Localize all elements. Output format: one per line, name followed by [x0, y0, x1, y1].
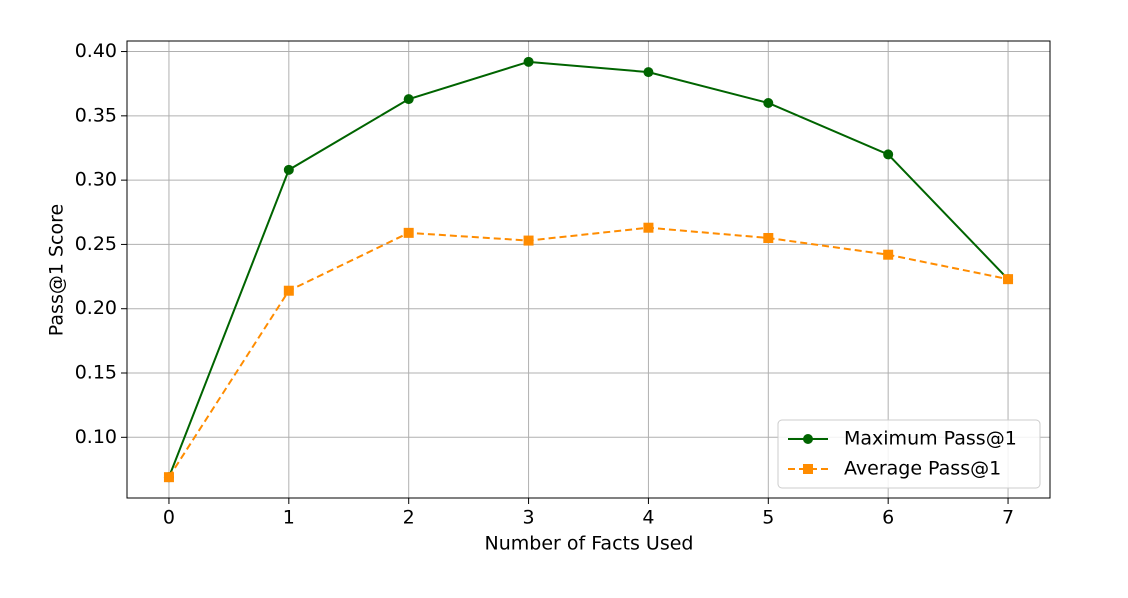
x-tick-label: 3 [523, 507, 535, 529]
x-tick-label: 7 [1002, 507, 1014, 529]
x-tick-label: 4 [642, 507, 654, 529]
marker [643, 222, 654, 233]
y-tick-label: 0.30 [75, 169, 117, 191]
marker [883, 249, 894, 260]
y-tick-label: 0.40 [75, 40, 117, 62]
x-tick-label: 1 [283, 507, 295, 529]
y-tick-label: 0.35 [75, 104, 117, 126]
marker [523, 235, 534, 246]
legend-marker [803, 464, 813, 474]
legend-box [777, 419, 1041, 489]
x-tick-label: 2 [403, 507, 415, 529]
y-tick-label: 0.20 [75, 297, 117, 319]
marker [163, 472, 174, 483]
marker [1003, 274, 1014, 285]
legend-label: Average Pass@1 [844, 458, 1001, 480]
legend-label: Maximum Pass@1 [844, 428, 1017, 450]
legend-marker [803, 434, 813, 444]
marker [283, 285, 294, 296]
x-tick-label: 6 [882, 507, 894, 529]
marker [403, 227, 414, 238]
line [168, 226, 1009, 478]
legend: Maximum Pass@1 Average Pass@1 [777, 419, 1041, 489]
marker [763, 97, 774, 108]
line [168, 60, 1009, 478]
marker [283, 164, 294, 175]
y-tick-label: 0.15 [75, 362, 117, 384]
plot-frame [126, 40, 1051, 499]
marker [883, 149, 894, 160]
marker [763, 232, 774, 243]
x-axis-label: Number of Facts Used [485, 533, 694, 555]
marker [643, 67, 654, 78]
marker [523, 56, 534, 67]
x-tick-label: 5 [762, 507, 774, 529]
y-axis-label: Pass@1 Score [46, 204, 68, 336]
y-tick-label: 0.10 [75, 426, 117, 448]
marker [403, 94, 414, 105]
y-tick-label: 0.25 [75, 233, 117, 255]
x-tick-label: 0 [163, 507, 175, 529]
